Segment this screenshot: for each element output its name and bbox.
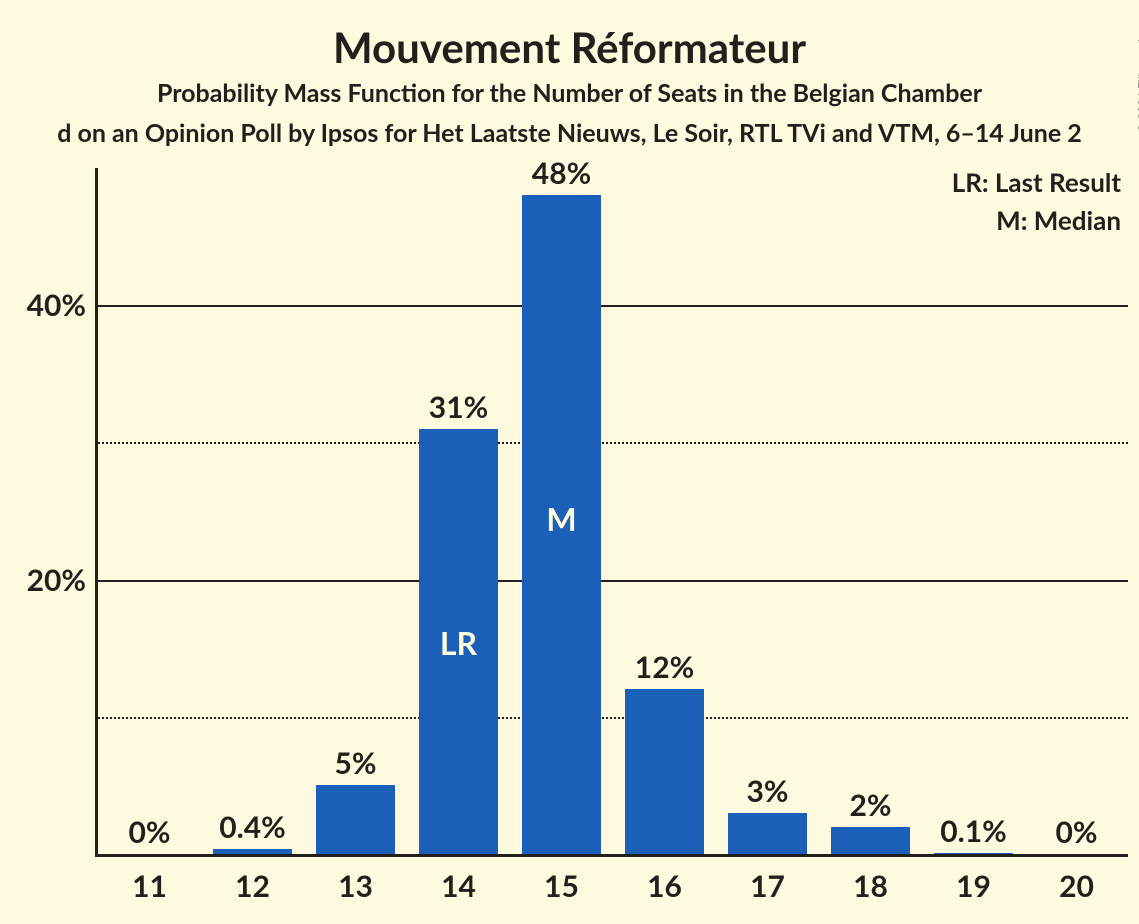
bar-inner-label: LR <box>440 623 477 662</box>
gridline-minor <box>98 717 1128 719</box>
x-axis-tick-label: 17 <box>750 854 785 904</box>
x-axis-tick-label: 13 <box>338 854 373 904</box>
bar-value-label: 12% <box>635 649 694 689</box>
y-axis-tick-label: 20% <box>27 562 98 598</box>
bar-value-label: 5% <box>335 745 377 785</box>
copyright-text: © 2024 Filip van Laenen <box>1135 4 1139 133</box>
bar <box>625 689 703 854</box>
x-axis-tick-label: 11 <box>132 854 167 904</box>
bar-value-label: 0.1% <box>940 813 1007 853</box>
bar-value-label: 3% <box>747 773 789 813</box>
gridline-minor <box>98 442 1128 444</box>
x-axis-tick-label: 15 <box>544 854 579 904</box>
chart-title: d on an Opinion Poll by Ipsos for Het La… <box>0 118 1139 148</box>
y-axis-tick-label: 40% <box>27 287 98 323</box>
x-axis-tick-label: 12 <box>235 854 270 904</box>
bar <box>316 785 394 854</box>
bar-value-label: 0% <box>129 814 171 854</box>
gridline-major <box>98 580 1128 582</box>
x-axis-tick-label: 20 <box>1059 854 1094 904</box>
x-axis-tick-label: 18 <box>853 854 888 904</box>
bar <box>728 813 806 854</box>
chart-title: Probability Mass Function for the Number… <box>0 78 1139 108</box>
bar <box>831 827 909 854</box>
chart-title: Mouvement Réformateur <box>0 22 1139 72</box>
bar-value-label: 0% <box>1056 814 1098 854</box>
y-axis-line <box>95 168 98 857</box>
x-axis-tick-label: 19 <box>956 854 991 904</box>
gridline-major <box>98 305 1128 307</box>
x-axis-tick-label: 14 <box>441 854 476 904</box>
bar-value-label: 0.4% <box>219 809 286 849</box>
bar-value-label: 2% <box>850 787 892 827</box>
chart-plot-area: 20%40%110%120.4%135%1431%1548%1612%173%1… <box>98 168 1128 854</box>
bar-value-label: 48% <box>532 155 591 195</box>
bar-inner-label: M <box>546 499 576 538</box>
x-axis-tick-label: 16 <box>647 854 682 904</box>
bar-value-label: 31% <box>429 389 488 429</box>
x-axis-line <box>98 854 1128 857</box>
